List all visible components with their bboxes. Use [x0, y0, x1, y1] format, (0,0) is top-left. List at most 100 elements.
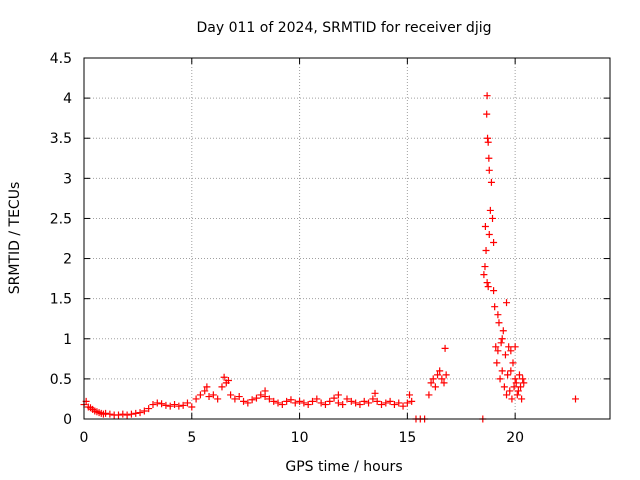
data-point	[494, 347, 502, 355]
data-point	[498, 335, 506, 343]
data-point	[192, 395, 200, 403]
data-point	[512, 379, 520, 387]
data-point	[513, 391, 521, 399]
data-point	[373, 397, 381, 405]
data-point	[497, 339, 505, 347]
data-point	[132, 409, 140, 417]
data-point	[483, 92, 491, 100]
data-point	[481, 263, 489, 271]
data-point	[235, 393, 243, 401]
data-point	[231, 395, 239, 403]
data-point	[188, 403, 196, 411]
data-point	[196, 391, 204, 399]
data-point	[496, 375, 504, 383]
data-point	[442, 371, 450, 379]
data-point	[507, 347, 515, 355]
data-point	[509, 359, 517, 367]
x-tick-label: 5	[187, 430, 196, 446]
data-point	[480, 271, 488, 279]
data-point	[482, 247, 490, 255]
data-point	[408, 397, 416, 405]
data-point	[183, 399, 191, 407]
data-point	[214, 395, 222, 403]
data-point	[499, 327, 507, 335]
data-point	[484, 134, 492, 142]
data-point	[244, 399, 252, 407]
data-point	[386, 397, 394, 405]
x-tick-label: 15	[398, 430, 416, 446]
data-point	[485, 166, 493, 174]
data-point	[321, 401, 329, 409]
y-axis-ticks: 0 0.5 1 1.5 2 2.5 3 3.5 4 4.5	[50, 51, 610, 428]
data-point	[287, 396, 295, 404]
data-point	[483, 279, 491, 287]
x-axis-label: GPS time / hours	[285, 459, 402, 475]
data-point	[487, 178, 495, 186]
data-point	[313, 395, 321, 403]
data-point	[511, 375, 519, 383]
data-point	[343, 395, 351, 403]
data-point	[334, 399, 342, 407]
data-point	[171, 401, 179, 409]
data-point	[218, 383, 226, 391]
y-tick-label: 0.5	[50, 372, 72, 388]
data-point	[296, 397, 304, 405]
data-point	[434, 371, 442, 379]
data-point	[483, 110, 491, 118]
data-point	[520, 379, 528, 387]
data-point	[501, 351, 509, 359]
x-axis-ticks: 0 5 10 15 20	[80, 58, 524, 446]
data-point	[166, 402, 174, 410]
data-point	[248, 396, 256, 404]
data-point	[114, 411, 122, 419]
data-point	[227, 391, 235, 399]
data-point	[440, 379, 448, 387]
data-point	[486, 206, 494, 214]
data-point	[175, 402, 183, 410]
data-point	[240, 397, 248, 405]
chart-title: Day 011 of 2024, SRMTID for receiver dji…	[197, 20, 492, 36]
data-point	[490, 287, 498, 295]
y-tick-label: 1	[63, 332, 72, 348]
data-point	[326, 397, 334, 405]
data-point	[127, 410, 135, 418]
data-point	[425, 391, 433, 399]
data-point	[140, 407, 148, 415]
data-point	[495, 319, 503, 327]
data-point	[317, 399, 325, 407]
data-point	[369, 395, 377, 403]
data-point	[201, 387, 209, 395]
data-point	[507, 367, 515, 375]
data-point	[498, 367, 506, 375]
data-point	[377, 401, 385, 409]
data-point	[220, 373, 228, 381]
data-point	[203, 383, 211, 391]
y-tick-label: 0	[63, 412, 72, 428]
data-point	[515, 371, 523, 379]
data-point	[123, 411, 131, 419]
y-tick-label: 4.5	[50, 51, 72, 67]
data-point	[438, 375, 446, 383]
y-axis-label: SRMTID / TECUs	[7, 182, 23, 295]
data-point	[153, 399, 161, 407]
data-point	[283, 397, 291, 405]
y-tick-label: 2	[63, 252, 72, 268]
data-point	[382, 399, 390, 407]
data-point	[309, 397, 317, 405]
data-point	[484, 138, 492, 146]
data-point	[510, 383, 518, 391]
grid-lines	[84, 58, 610, 419]
data-point	[304, 401, 312, 409]
data-point	[511, 343, 519, 351]
data-point	[514, 387, 522, 395]
data-point	[491, 303, 499, 311]
data-point	[500, 383, 508, 391]
data-point	[102, 409, 110, 417]
data-point	[395, 399, 403, 407]
data-point	[270, 397, 278, 405]
data-point	[330, 394, 338, 402]
data-point	[265, 395, 273, 403]
data-point	[436, 367, 444, 375]
data-point	[489, 214, 497, 222]
